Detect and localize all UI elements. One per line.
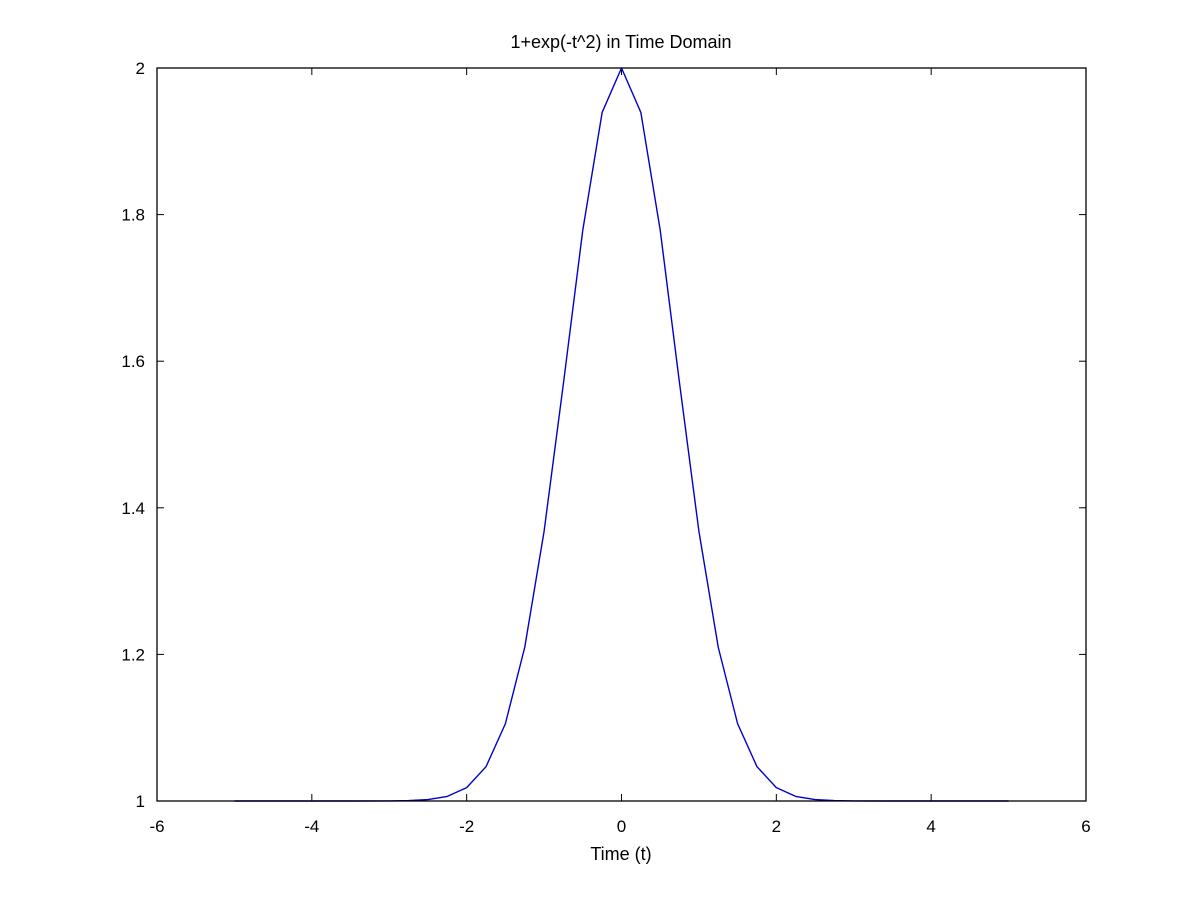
y-tick-label: 2 — [136, 59, 145, 78]
x-tick-label: 4 — [926, 817, 935, 836]
y-tick-label: 1 — [136, 792, 145, 811]
x-axis-label: Time (t) — [590, 844, 651, 864]
y-tick-label: 1.2 — [121, 645, 145, 664]
x-tick-label: 0 — [617, 817, 626, 836]
x-tick-label: -6 — [149, 817, 164, 836]
axis-ticks: -6 -4 -2 0 2 4 6 1 1.2 1.4 1.6 1.8 2 — [121, 59, 1090, 836]
series-line — [234, 67, 1009, 802]
y-tick-label: 1.6 — [121, 352, 145, 371]
x-tick-label: -2 — [459, 817, 474, 836]
y-tick-label: 1.4 — [121, 499, 145, 518]
series-layer — [234, 67, 1009, 802]
x-tick-label: 2 — [772, 817, 781, 836]
y-tick-label: 1.8 — [121, 206, 145, 225]
x-tick-label: -4 — [304, 817, 319, 836]
chart-title: 1+exp(-t^2) in Time Domain — [510, 32, 731, 52]
plot-frame — [156, 67, 1087, 802]
x-tick-label: 6 — [1081, 817, 1090, 836]
